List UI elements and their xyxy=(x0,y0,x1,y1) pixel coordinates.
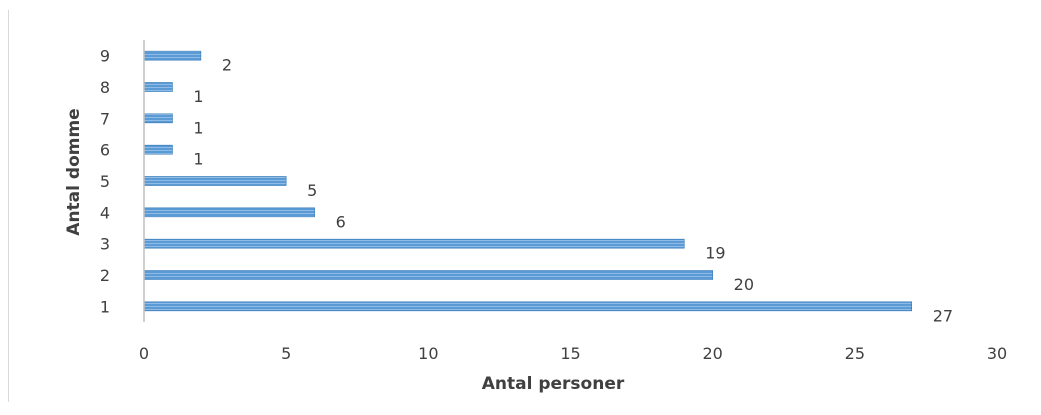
x-tick-label-0: 0 xyxy=(139,344,149,363)
bar-8 xyxy=(143,82,173,92)
y-axis-title: Antal domme xyxy=(64,108,84,235)
data-label-5: 5 xyxy=(307,181,317,200)
x-tick-label-10: 10 xyxy=(418,344,438,363)
chart-frame-edge xyxy=(8,10,9,402)
x-tick-label-25: 25 xyxy=(845,344,865,363)
x-axis-title: Antal personer xyxy=(482,374,625,394)
y-tick-label-9: 9 xyxy=(100,47,110,66)
y-tick-label-4: 4 xyxy=(100,203,110,222)
bar-3 xyxy=(143,238,685,249)
data-label-7: 1 xyxy=(193,118,203,137)
x-tick-label-20: 20 xyxy=(702,344,722,363)
x-tick-label-30: 30 xyxy=(987,344,1007,363)
y-tick-label-2: 2 xyxy=(100,266,110,285)
bar-4 xyxy=(143,207,315,218)
y-tick-label-8: 8 xyxy=(100,78,110,97)
data-label-6: 1 xyxy=(193,150,203,169)
bar-2 xyxy=(143,270,713,280)
y-tick-label-6: 6 xyxy=(100,141,110,160)
y-tick-label-7: 7 xyxy=(100,109,110,128)
y-tick-label-5: 5 xyxy=(100,172,110,191)
bar-9 xyxy=(143,50,202,61)
data-label-2: 20 xyxy=(734,275,754,294)
data-label-4: 6 xyxy=(336,212,346,231)
bars-layer xyxy=(143,50,913,312)
x-tick-label-5: 5 xyxy=(281,344,291,363)
bar-5 xyxy=(143,176,287,186)
x-tick-label-15: 15 xyxy=(560,344,580,363)
x-tick-labels: 0 5 10 15 20 25 30 xyxy=(139,344,1007,363)
data-label-8: 1 xyxy=(193,87,203,106)
bar-7 xyxy=(143,113,173,124)
bar-6 xyxy=(143,144,173,155)
bar-1 xyxy=(143,301,913,312)
y-tick-labels: 1 2 3 4 5 6 7 8 9 xyxy=(100,47,110,317)
y-tick-label-3: 3 xyxy=(100,235,110,254)
data-label-9: 2 xyxy=(222,56,232,75)
data-label-3: 19 xyxy=(705,244,725,263)
y-tick-label-1: 1 xyxy=(100,297,110,316)
data-label-1: 27 xyxy=(933,306,953,325)
